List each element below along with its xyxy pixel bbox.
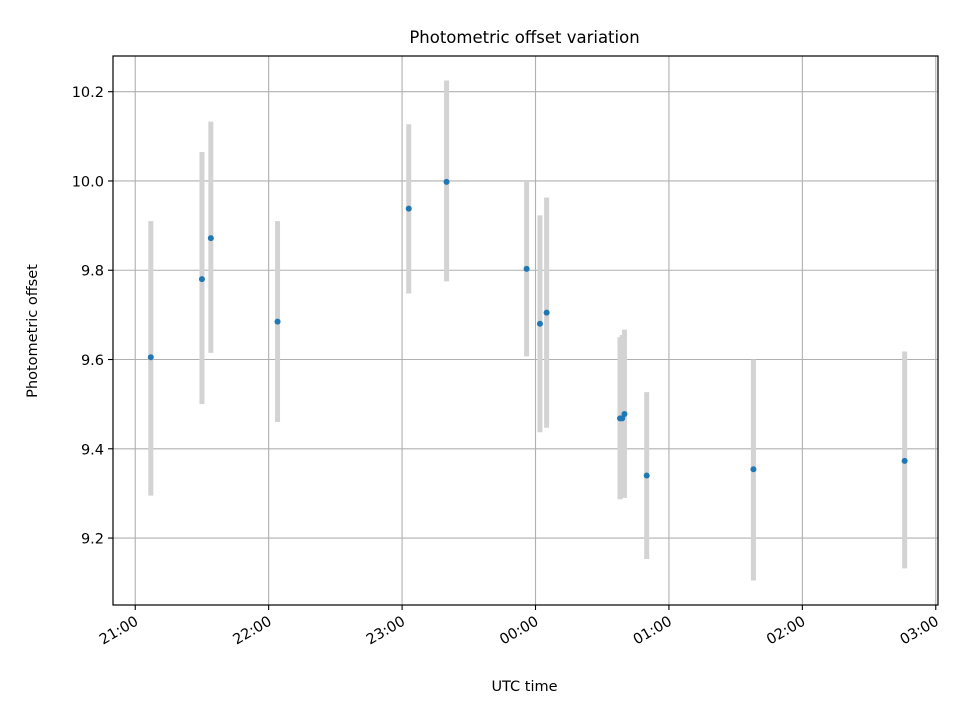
y-tick-label: 10.0 bbox=[72, 174, 104, 190]
data-point bbox=[643, 472, 650, 479]
x-tick-label: 02:00 bbox=[764, 614, 808, 649]
x-axis-label: UTC time bbox=[491, 679, 557, 695]
y-axis-label: Photometric offset bbox=[25, 264, 41, 398]
x-tick-label: 00:00 bbox=[497, 614, 541, 649]
x-tick-label: 23:00 bbox=[364, 614, 408, 649]
data-points bbox=[147, 178, 908, 479]
data-point bbox=[901, 457, 908, 464]
y-tick-label: 9.6 bbox=[81, 353, 104, 369]
data-point bbox=[621, 410, 628, 417]
y-tick-label: 10.2 bbox=[72, 85, 104, 101]
data-point bbox=[207, 235, 214, 242]
chart-title: Photometric offset variation bbox=[409, 28, 639, 47]
data-point bbox=[443, 178, 450, 185]
y-tick-label: 9.2 bbox=[81, 532, 104, 548]
grid bbox=[113, 56, 938, 605]
x-tick-label: 03:00 bbox=[898, 614, 942, 649]
data-point bbox=[619, 415, 626, 422]
y-tick-label: 9.8 bbox=[81, 264, 104, 280]
data-point bbox=[198, 276, 205, 283]
data-point bbox=[405, 205, 412, 212]
data-point bbox=[750, 466, 757, 473]
data-point bbox=[274, 318, 281, 325]
x-tick-label: 21:00 bbox=[97, 614, 141, 649]
data-point bbox=[523, 265, 530, 272]
data-point bbox=[543, 309, 550, 316]
data-point bbox=[536, 320, 543, 327]
plot-area bbox=[112, 55, 939, 606]
error-bars bbox=[148, 80, 908, 581]
y-tick-label: 9.4 bbox=[81, 442, 104, 458]
x-tick-label: 22:00 bbox=[230, 614, 274, 649]
data-point bbox=[147, 354, 154, 361]
x-tick-label: 01:00 bbox=[631, 614, 675, 649]
